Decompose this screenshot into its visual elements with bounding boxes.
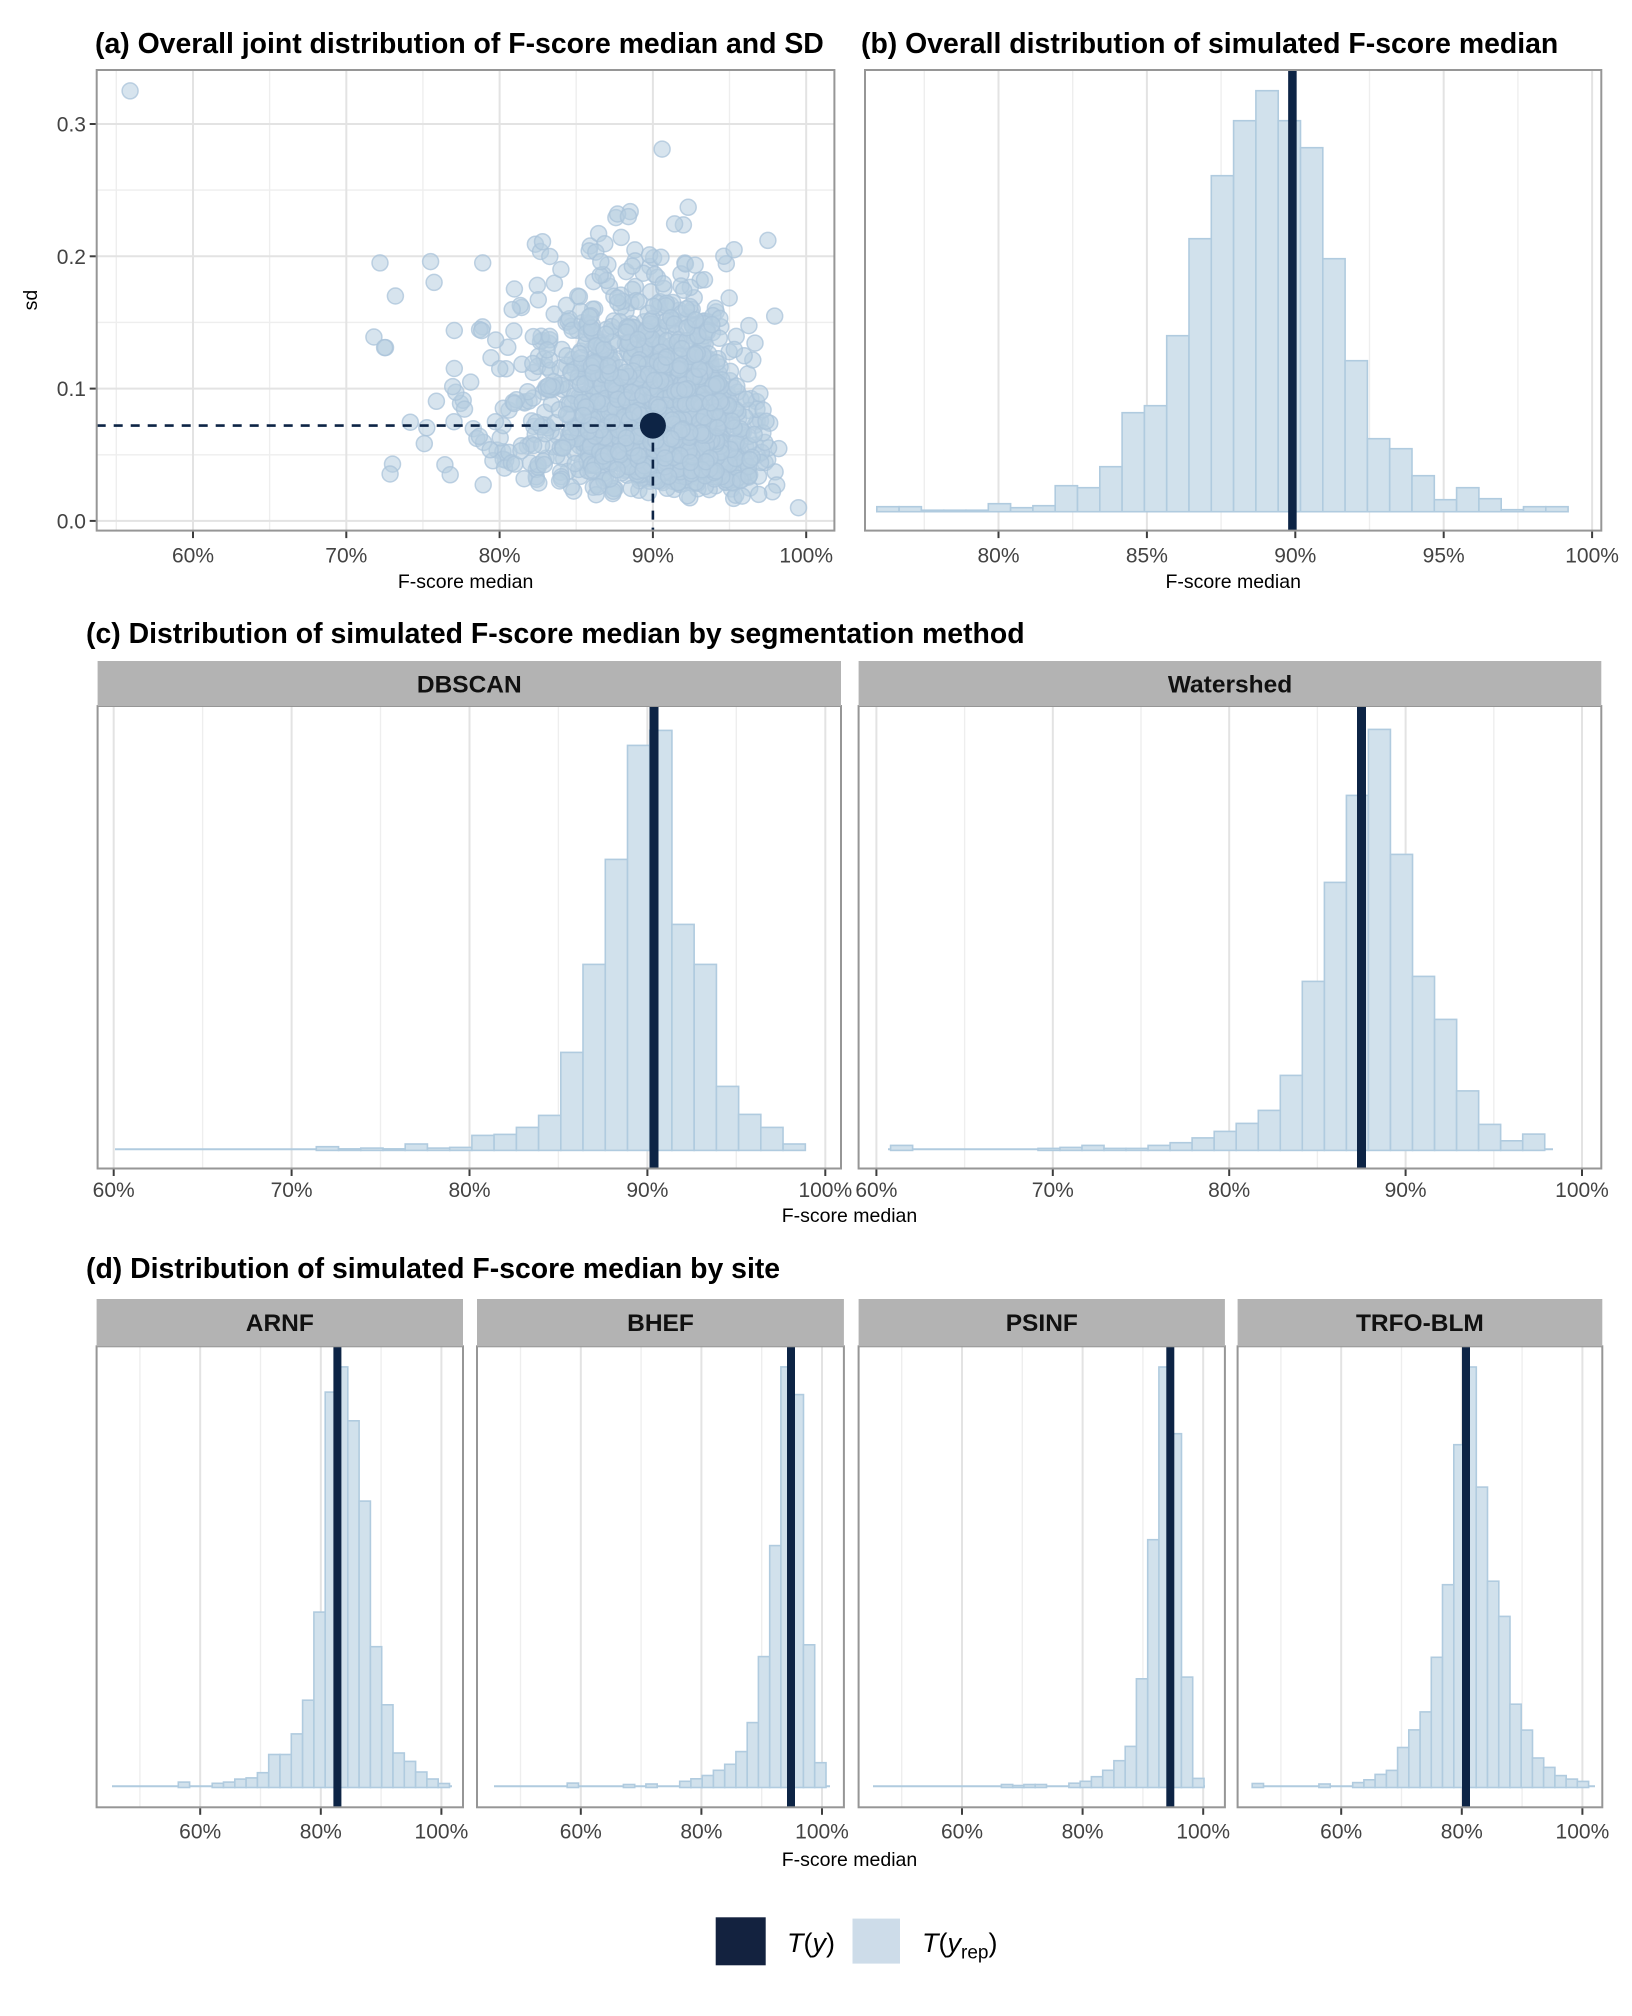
svg-text:80%: 80% (448, 1179, 490, 1202)
svg-text:95%: 95% (1423, 544, 1465, 567)
svg-text:80%: 80% (1441, 1820, 1483, 1843)
svg-text:0.2: 0.2 (57, 246, 86, 269)
svg-text:Watershed: Watershed (1168, 672, 1292, 699)
svg-text:80%: 80% (479, 544, 521, 567)
svg-text:90%: 90% (1385, 1179, 1427, 1202)
svg-text:ARNF: ARNF (246, 1310, 314, 1337)
svg-text:100%: 100% (1555, 1179, 1609, 1202)
svg-text:60%: 60% (1320, 1820, 1362, 1843)
svg-text:F-score median: F-score median (782, 1205, 917, 1227)
svg-text:100%: 100% (795, 1820, 849, 1843)
svg-text:(a) Overall joint distribution: (a) Overall joint distribution of F-scor… (95, 28, 824, 60)
svg-text:F-score median: F-score median (398, 571, 533, 593)
svg-text:90%: 90% (632, 544, 674, 567)
svg-text:0.0: 0.0 (57, 510, 86, 533)
svg-text:70%: 70% (325, 544, 367, 567)
svg-text:(b) Overall distribution of si: (b) Overall distribution of simulated F-… (861, 28, 1558, 60)
svg-text:(c) Distribution of simulated: (c) Distribution of simulated F-score me… (86, 618, 1025, 650)
svg-text:sd: sd (20, 290, 42, 311)
svg-text:100%: 100% (798, 1179, 852, 1202)
svg-text:TRFO-BLM: TRFO-BLM (1356, 1310, 1484, 1337)
svg-text:60%: 60% (941, 1820, 983, 1843)
svg-text:80%: 80% (1208, 1179, 1250, 1202)
svg-text:60%: 60% (179, 1820, 221, 1843)
svg-text:90%: 90% (626, 1179, 668, 1202)
svg-text:60%: 60% (172, 544, 214, 567)
svg-text:100%: 100% (1556, 1820, 1610, 1843)
svg-text:60%: 60% (560, 1820, 602, 1843)
svg-text:85%: 85% (1126, 544, 1168, 567)
svg-text:60%: 60% (855, 1179, 897, 1202)
svg-text:80%: 80% (300, 1820, 342, 1843)
svg-text:PSINF: PSINF (1006, 1310, 1078, 1337)
svg-text:BHEF: BHEF (627, 1310, 694, 1337)
svg-text:100%: 100% (1176, 1820, 1230, 1843)
svg-text:80%: 80% (977, 544, 1019, 567)
svg-text:80%: 80% (1062, 1820, 1104, 1843)
svg-text:0.1: 0.1 (57, 378, 86, 401)
svg-text:70%: 70% (271, 1179, 313, 1202)
svg-text:DBSCAN: DBSCAN (417, 672, 522, 699)
svg-text:F-score median: F-score median (782, 1849, 917, 1871)
svg-text:100%: 100% (1565, 544, 1619, 567)
svg-text:100%: 100% (415, 1820, 469, 1843)
svg-text:60%: 60% (93, 1179, 135, 1202)
svg-text:0.3: 0.3 (57, 114, 86, 137)
svg-text:T(y): T(y) (787, 1928, 835, 1958)
svg-text:(d) Distribution of simulated: (d) Distribution of simulated F-score me… (86, 1253, 780, 1285)
svg-text:F-score median: F-score median (1165, 571, 1300, 593)
svg-text:70%: 70% (1032, 1179, 1074, 1202)
svg-text:90%: 90% (1274, 544, 1316, 567)
svg-text:80%: 80% (680, 1820, 722, 1843)
svg-text:100%: 100% (779, 544, 833, 567)
